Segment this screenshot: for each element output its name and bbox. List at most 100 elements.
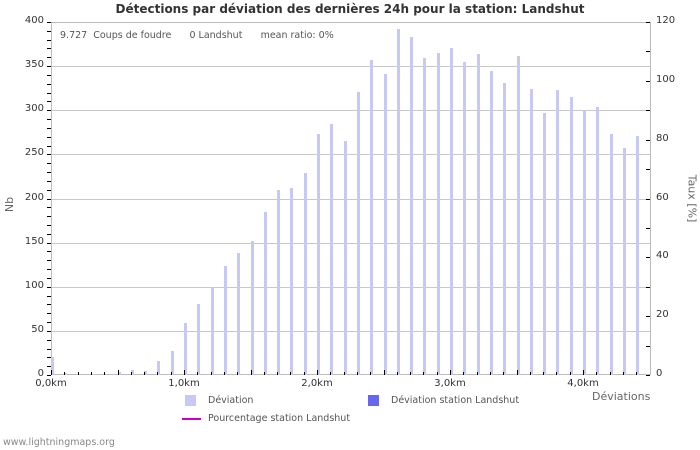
bar-deviation xyxy=(622,148,626,375)
y-right-tick-label: 20 xyxy=(656,309,669,321)
info-text: 9.727 Coups de foudre 0 Landshut mean ra… xyxy=(60,30,334,41)
x-tick xyxy=(343,372,345,375)
x-tick xyxy=(197,372,199,375)
x-tick xyxy=(583,370,584,375)
x-tick xyxy=(636,372,638,375)
x-tick xyxy=(356,372,358,375)
x-tick xyxy=(237,372,239,375)
station-count: 0 Landshut xyxy=(189,30,243,41)
x-tick xyxy=(223,372,225,375)
y-tick xyxy=(47,172,51,174)
bar-deviation xyxy=(250,240,254,375)
bar-deviation xyxy=(223,265,227,375)
bar-deviation xyxy=(144,370,148,375)
y-tick xyxy=(47,127,51,129)
y-tick xyxy=(47,251,51,253)
y-tick xyxy=(47,198,51,200)
bar-deviation xyxy=(383,74,387,375)
y-tick xyxy=(47,277,51,279)
gridline xyxy=(51,242,651,244)
x-tick xyxy=(543,372,545,375)
y-tick xyxy=(47,136,51,138)
y-tick-label: 250 xyxy=(24,147,44,159)
bar-deviation xyxy=(609,134,613,375)
bar-deviation xyxy=(529,89,533,375)
y-tick-label: 400 xyxy=(24,15,44,26)
y-tick-label: 150 xyxy=(24,235,44,247)
x-tick xyxy=(410,372,412,375)
bar-deviation xyxy=(170,351,174,375)
x-tick xyxy=(423,372,425,375)
x-tick xyxy=(596,372,598,375)
y-tick xyxy=(47,57,51,59)
legend-label-deviation: Déviation xyxy=(208,395,254,406)
x-tick xyxy=(330,372,332,375)
x-tick xyxy=(51,370,52,375)
x-tick xyxy=(64,372,66,375)
y-tick xyxy=(47,74,51,76)
bar-deviation xyxy=(583,110,586,375)
x-tick xyxy=(489,372,491,375)
x-tick xyxy=(144,372,146,375)
y-tick-label: 50 xyxy=(31,323,44,335)
x-tick xyxy=(263,372,265,375)
y-tick xyxy=(47,233,51,235)
y-right-tick-label: 80 xyxy=(656,132,669,144)
bar-deviation xyxy=(184,322,187,375)
gridline xyxy=(51,286,651,288)
bar-deviation xyxy=(636,135,640,375)
strike-count: 9.727 Coups de foudre xyxy=(60,30,172,41)
x-tick xyxy=(210,372,212,375)
y-right-tick xyxy=(646,22,650,23)
y-tick xyxy=(47,348,51,350)
y-tick xyxy=(47,242,51,244)
y-tick xyxy=(47,145,51,147)
bar-deviation xyxy=(317,134,320,375)
bar-deviation xyxy=(463,61,467,375)
y-right-tick-label: 40 xyxy=(656,250,669,262)
bar-deviation xyxy=(516,56,520,375)
bar-deviation xyxy=(64,373,68,375)
legend-swatch-deviation-station xyxy=(368,395,379,406)
legend-swatch-percentage xyxy=(182,418,201,420)
y-tick xyxy=(47,48,51,50)
bar-deviation xyxy=(117,372,121,375)
x-tick xyxy=(569,372,571,375)
y-tick xyxy=(47,260,51,262)
x-tick xyxy=(290,372,292,375)
y-tick xyxy=(47,339,51,341)
x-tick xyxy=(383,370,385,375)
y-right-tick-label: 100 xyxy=(656,73,676,85)
x-tick-label: 4,0km xyxy=(567,378,599,389)
y-right-tick-label: 60 xyxy=(656,191,669,203)
x-tick xyxy=(303,372,305,375)
y-tick-label: 0 xyxy=(37,368,44,379)
bar-deviation xyxy=(197,304,201,375)
legend-label-percentage: Pourcentage station Landshut xyxy=(208,413,351,424)
gridline xyxy=(51,66,651,68)
plot-area xyxy=(51,22,651,375)
x-tick xyxy=(170,372,172,375)
y-tick xyxy=(47,154,51,156)
x-tick xyxy=(157,372,159,375)
legend-swatch-deviation xyxy=(185,395,196,406)
y-tick-label: 200 xyxy=(24,191,44,203)
x-tick xyxy=(503,372,505,375)
x-axis-title: Déviations xyxy=(592,390,651,403)
x-tick xyxy=(317,370,318,375)
footer-link[interactable]: www.lightningmaps.org xyxy=(3,437,115,448)
x-tick xyxy=(184,370,185,375)
bar-deviation xyxy=(237,253,241,375)
x-tick xyxy=(450,370,451,375)
y-tick xyxy=(47,313,51,315)
y-right-tick xyxy=(646,316,650,318)
bar-deviation xyxy=(330,124,334,375)
x-tick xyxy=(516,370,518,375)
y-tick xyxy=(47,304,51,306)
y-right-tick xyxy=(646,110,650,112)
bar-deviation xyxy=(489,70,493,375)
bar-deviation xyxy=(543,112,547,375)
y-right-tick xyxy=(646,80,650,82)
bar-deviation xyxy=(450,47,453,375)
y-tick xyxy=(47,330,51,332)
